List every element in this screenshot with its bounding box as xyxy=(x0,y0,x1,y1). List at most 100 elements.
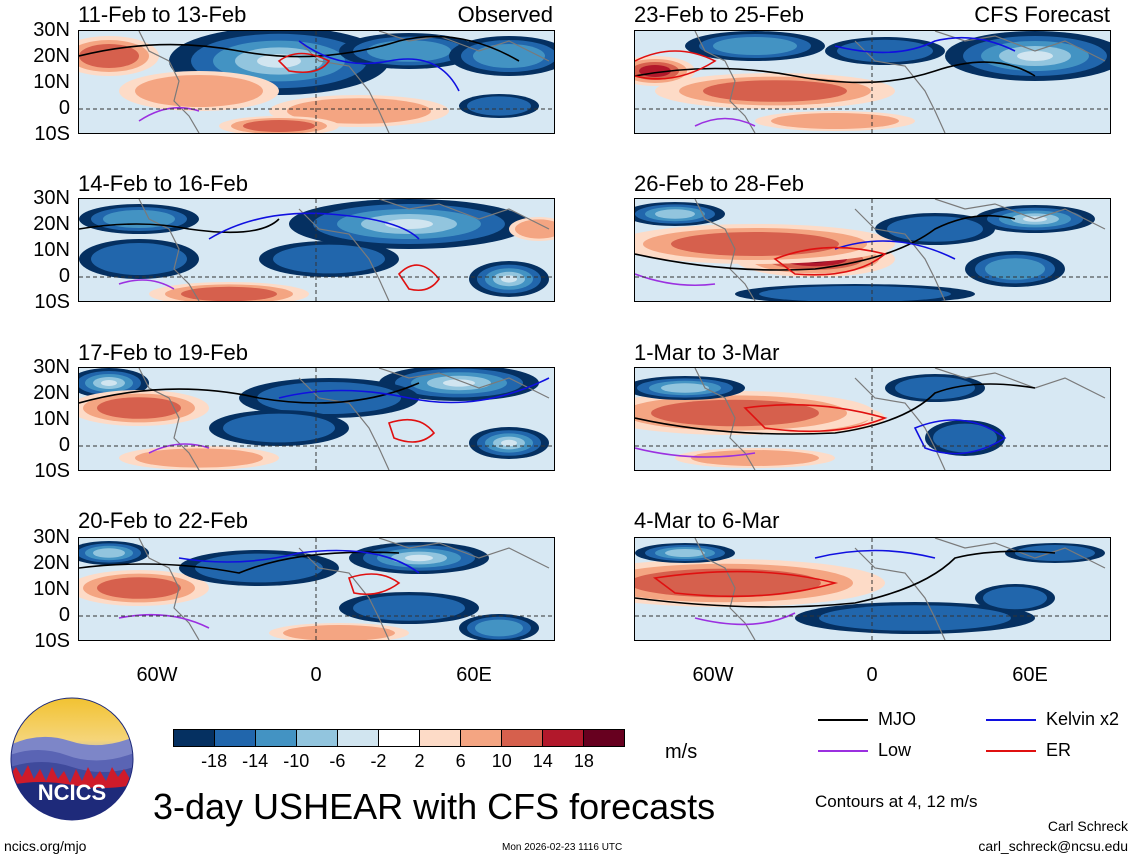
shear-shading xyxy=(771,113,899,129)
x-tick-0-left: 0 xyxy=(310,664,322,686)
panel-title-4: 20-Feb to 22-Feb xyxy=(78,508,248,533)
map-panel-3 xyxy=(78,367,555,471)
contour-line xyxy=(635,61,1036,84)
shear-shading xyxy=(467,96,531,116)
colorbar-swatch xyxy=(420,730,461,746)
y-tick-label: 10S xyxy=(34,630,70,652)
colorbar-tick-label: -2 xyxy=(370,751,387,771)
colorbar-tick-label: -6 xyxy=(329,751,346,771)
contour-line xyxy=(694,117,756,127)
shear-shading xyxy=(671,232,839,256)
legend-kelvin-line xyxy=(986,719,1036,722)
contour-line xyxy=(208,212,420,240)
coastline xyxy=(378,538,550,569)
contour-line xyxy=(79,551,400,574)
contour-line xyxy=(913,419,1007,455)
panel-title-3: 17-Feb to 19-Feb xyxy=(78,340,248,365)
shear-shading xyxy=(501,275,517,283)
contour-line xyxy=(652,570,839,598)
map-panel-1 xyxy=(78,30,555,134)
coastline xyxy=(138,368,200,470)
coastline xyxy=(934,199,1106,230)
y-tick-label: 20N xyxy=(33,552,70,574)
shear-shading xyxy=(895,376,975,400)
shear-shading xyxy=(1017,51,1053,61)
panel-title-2: 14-Feb to 16-Feb xyxy=(78,171,248,196)
y-tick-label: 30N xyxy=(33,526,70,548)
contour-line xyxy=(148,443,210,454)
shear-shading xyxy=(837,39,933,63)
contour-line xyxy=(347,573,401,596)
contour-line xyxy=(79,218,280,234)
shear-shading xyxy=(655,209,695,219)
y-tick-label: 0 xyxy=(58,434,70,456)
shear-shading xyxy=(443,379,475,387)
map-svg-3 xyxy=(79,368,554,470)
y-tick-label: 30N xyxy=(33,356,70,378)
contour-line xyxy=(834,36,1016,54)
colorbar-swatch xyxy=(502,730,543,746)
shear-shading xyxy=(273,244,385,274)
contour-line xyxy=(773,246,887,276)
shear-shading xyxy=(223,413,335,443)
contour-line xyxy=(814,549,936,559)
contour-line xyxy=(387,418,436,443)
y-tick-label: 10S xyxy=(34,291,70,313)
coastline xyxy=(854,547,946,640)
y-tick-label: 0 xyxy=(58,97,70,119)
shear-shading xyxy=(819,605,1011,631)
map-svg-5 xyxy=(635,31,1110,133)
colorbar-tick-label: 6 xyxy=(455,751,466,771)
main-title: 3-day USHEAR with CFS forecasts xyxy=(153,786,716,827)
legend-mjo-label: MJO xyxy=(878,709,916,729)
map-svg-4 xyxy=(79,538,554,640)
coastline xyxy=(694,31,756,133)
shear-shading xyxy=(243,120,315,132)
map-svg-8 xyxy=(635,538,1110,640)
shear-shading xyxy=(91,243,187,275)
coastline xyxy=(934,538,1106,569)
coastline xyxy=(934,368,1106,399)
shear-shading xyxy=(759,286,951,301)
colorbar-swatch xyxy=(379,730,420,746)
observed-label: Observed xyxy=(457,2,553,27)
legend-mjo-line xyxy=(818,719,868,722)
panel-title-5: 23-Feb to 25-Feb xyxy=(634,2,804,27)
coastline xyxy=(378,368,550,399)
coastline xyxy=(138,31,200,133)
shear-shading xyxy=(353,595,465,621)
map-svg-2 xyxy=(79,199,554,301)
colorbar-swatch xyxy=(338,730,379,746)
colorbar-tick-label: 10 xyxy=(491,751,512,771)
shear-shading xyxy=(93,548,125,558)
y-tick-label: 30N xyxy=(33,19,70,41)
legend-er-label: ER xyxy=(1046,740,1072,760)
panel-title-8: 4-Mar to 6-Mar xyxy=(634,508,780,533)
colorbar-tick-label: 14 xyxy=(532,751,553,771)
coastline xyxy=(298,377,390,470)
contour-line xyxy=(298,40,460,92)
contour-line xyxy=(743,403,888,433)
shear-shading xyxy=(287,98,431,124)
shear-shading xyxy=(665,549,705,557)
coastline xyxy=(138,199,200,301)
shear-shading xyxy=(691,450,819,466)
colorbar-swatch xyxy=(543,730,584,746)
x-tick-0-right: 0 xyxy=(866,664,878,686)
contour-line xyxy=(635,550,1056,608)
shear-shading xyxy=(405,554,433,562)
contour-line xyxy=(635,447,756,458)
contour-line xyxy=(277,52,331,74)
panel-title-1: 11-Feb to 13-Feb xyxy=(78,2,247,27)
shear-shading xyxy=(703,80,847,102)
y-tick-label: 10S xyxy=(34,123,70,145)
shear-shading xyxy=(713,37,797,55)
footer-email: carl_schreck@ncsu.edu xyxy=(978,838,1128,854)
colorbar-swatch xyxy=(584,730,624,746)
shear-shading xyxy=(101,380,117,386)
shear-shading xyxy=(97,577,181,599)
legend-er-line xyxy=(986,750,1036,753)
legend-low-line xyxy=(818,750,868,753)
shear-shading xyxy=(195,553,323,583)
y-tick-label: 10N xyxy=(33,578,70,600)
